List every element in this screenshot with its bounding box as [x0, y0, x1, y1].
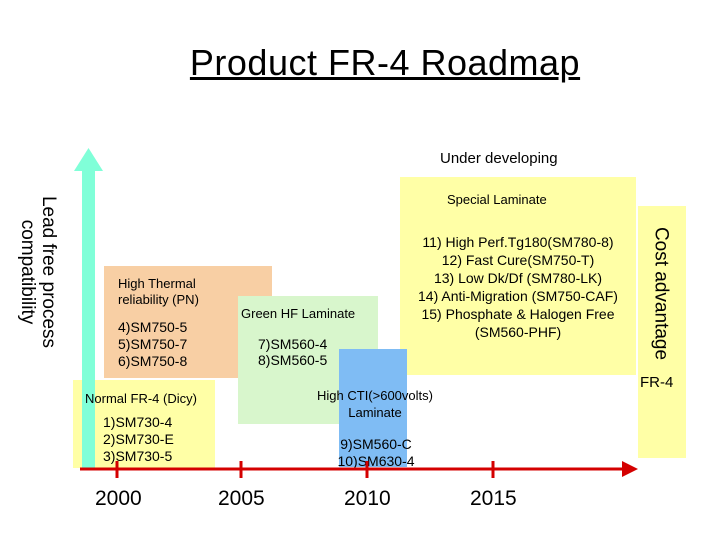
list-item: 2)SM730-E	[103, 431, 174, 447]
year-label: 2015	[470, 487, 517, 510]
high-thermal-label-line2: reliability (PN)	[118, 292, 199, 307]
list-item: 8)SM560-5	[258, 352, 328, 368]
high-cti-label-line2: Laminate	[348, 405, 402, 420]
high-thermal-label: High Thermal reliability (PN)	[118, 276, 199, 308]
list-item: 15) Phosphate & Halogen Free	[421, 306, 615, 322]
special-laminate-label: Special Laminate	[447, 192, 547, 207]
high-cti-list: 9)SM560-C 10)SM630-4	[316, 436, 436, 470]
timeline-axis	[80, 461, 638, 478]
lead-free-axis-label: Lead free process compatibility	[17, 172, 59, 372]
list-item: 11) High Perf.Tg180(SM780-8)	[422, 234, 614, 250]
high-cti-label: High CTI(>600volts) Laminate	[310, 387, 440, 421]
cost-advantage-label: Cost advantage	[650, 226, 672, 361]
list-item: 7)SM560-4	[258, 336, 328, 352]
high-cti-box	[339, 349, 407, 467]
lead-free-arrow	[74, 148, 103, 470]
list-item: 6)SM750-8	[118, 353, 188, 369]
year-label: 2010	[344, 487, 391, 510]
list-item: 9)SM560-C	[340, 436, 412, 452]
high-cti-label-line1: High CTI(>600volts)	[317, 388, 433, 403]
fr4-label: FR-4	[640, 374, 674, 391]
list-item: 14) Anti-Migration (SM750-CAF)	[418, 288, 618, 304]
list-item: 5)SM750-7	[118, 336, 188, 352]
green-hf-label: Green HF Laminate	[241, 306, 356, 321]
cost-advantage-box	[638, 206, 686, 458]
list-item: 3)SM730-5	[103, 448, 173, 464]
normal-fr4-label: Normal FR-4 (Dicy)	[85, 391, 197, 406]
year-label: 2000	[95, 487, 142, 510]
normal-fr4-list: 1)SM730-4 2)SM730-E 3)SM730-5	[103, 414, 174, 465]
year-label: 2005	[218, 487, 265, 510]
list-item: 12) Fast Cure(SM750-T)	[441, 252, 595, 268]
list-item: 10)SM630-4	[337, 453, 415, 469]
page-title: Product FR-4 Roadmap	[189, 42, 581, 83]
list-item: (SM560-PHF)	[474, 324, 562, 340]
green-hf-list: 7)SM560-4 8)SM560-5	[258, 336, 327, 368]
list-item: 13) Low Dk/Df (SM780-LK)	[433, 270, 603, 286]
list-item: 4)SM750-5	[118, 319, 188, 335]
high-thermal-list: 4)SM750-5 5)SM750-7 6)SM750-8	[118, 319, 187, 370]
special-laminate-box	[400, 177, 636, 375]
lead-free-line1: Lead free process	[38, 195, 59, 349]
lead-free-line2: compatibility	[17, 219, 38, 325]
high-thermal-label-line1: High Thermal	[118, 276, 196, 291]
normal-fr4-box	[73, 380, 215, 468]
under-developing-label: Under developing	[440, 150, 558, 167]
list-item: 1)SM730-4	[103, 414, 173, 430]
special-laminate-list: 11) High Perf.Tg180(SM780-8) 12) Fast Cu…	[403, 233, 633, 341]
